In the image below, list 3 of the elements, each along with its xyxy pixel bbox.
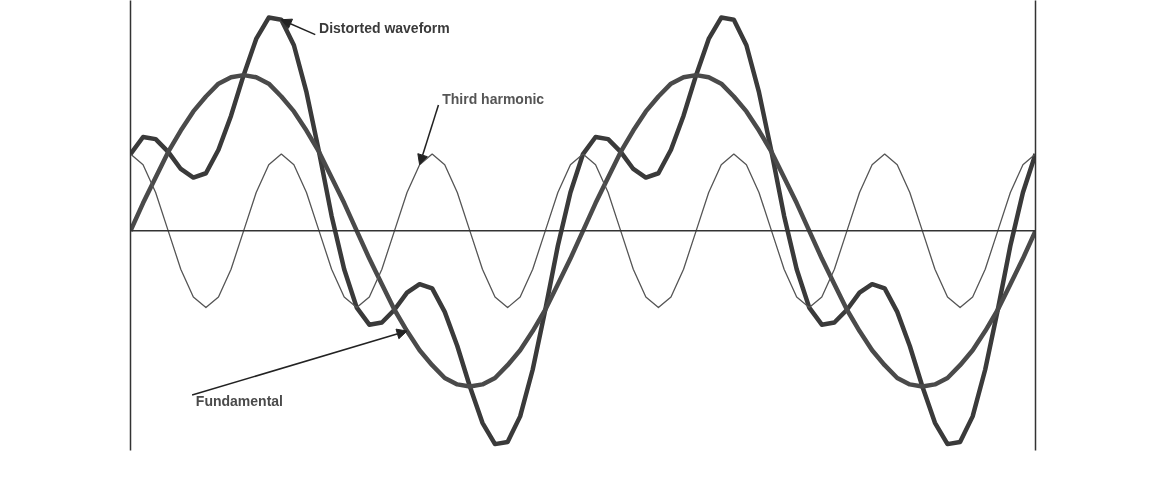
series-label: Distorted waveform	[319, 20, 450, 37]
text: Third harmonic	[442, 90, 545, 107]
text: Fundamental	[195, 393, 283, 410]
